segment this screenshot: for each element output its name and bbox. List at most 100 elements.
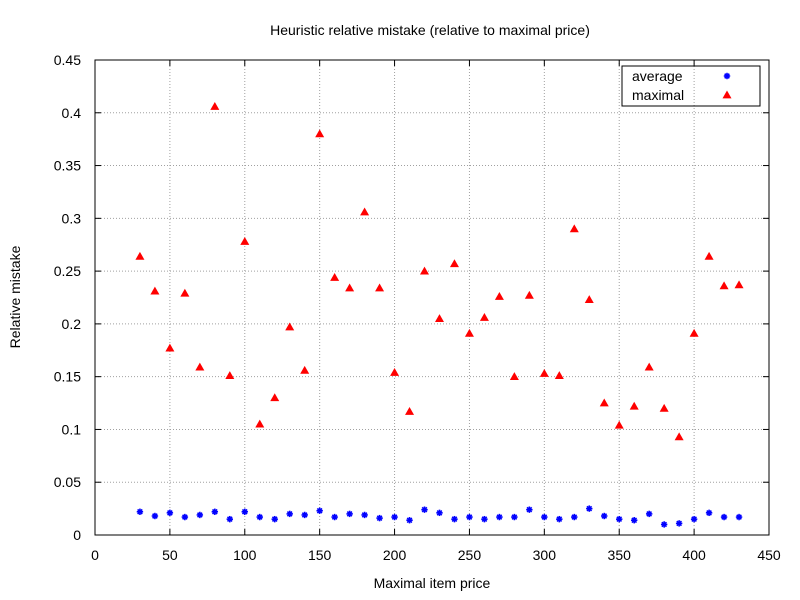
point-maximal xyxy=(449,259,459,268)
point-maximal xyxy=(420,266,430,275)
point-maximal xyxy=(659,403,669,412)
axis-tick-labels: 0 50 100 150 200 250 300 350 400 450 0 0.05 0.1 0.15 0… xyxy=(54,52,781,563)
x-tick-label: 0 xyxy=(91,547,99,563)
series-average xyxy=(136,505,743,528)
point-maximal xyxy=(345,283,355,292)
point-average xyxy=(241,508,248,515)
legend-label-maximal: maximal xyxy=(632,87,684,103)
point-maximal xyxy=(210,101,220,110)
legend-markers xyxy=(722,72,732,99)
x-tick-label: 450 xyxy=(757,547,781,563)
axis-ticks xyxy=(94,59,770,536)
y-axis-label: Relative mistake xyxy=(7,245,23,348)
point-average xyxy=(376,514,383,522)
point-maximal xyxy=(375,283,385,292)
y-tick-label: 0.35 xyxy=(54,158,81,174)
point-average xyxy=(361,511,368,519)
point-maximal xyxy=(524,290,534,299)
point-maximal xyxy=(704,251,714,260)
point-maximal xyxy=(434,314,444,322)
legend-marker-maximal xyxy=(722,90,732,99)
point-maximal xyxy=(270,393,280,402)
point-maximal xyxy=(360,207,370,216)
point-maximal xyxy=(195,362,205,371)
x-tick-label: 250 xyxy=(458,547,482,563)
point-maximal xyxy=(330,272,340,281)
point-average xyxy=(601,512,608,520)
chart-title: Heuristic relative mistake (relative to … xyxy=(270,22,590,38)
point-average xyxy=(645,510,653,518)
point-maximal xyxy=(390,367,400,376)
point-maximal xyxy=(629,401,639,410)
point-average xyxy=(556,515,563,523)
point-average xyxy=(481,515,488,523)
point-maximal xyxy=(584,295,594,303)
point-average xyxy=(151,512,159,520)
y-tick-label: 0.25 xyxy=(54,263,81,279)
point-average xyxy=(496,513,503,521)
y-tick-label: 0.05 xyxy=(54,474,81,490)
point-average xyxy=(286,510,293,518)
point-maximal xyxy=(689,328,699,337)
point-average xyxy=(271,515,278,523)
point-maximal xyxy=(315,129,325,138)
x-tick-label: 50 xyxy=(162,547,178,563)
y-tick-label: 0.1 xyxy=(62,421,82,437)
plot-frame xyxy=(94,59,770,536)
y-tick-label: 0.4 xyxy=(62,105,82,121)
data-points xyxy=(135,101,744,528)
point-maximal xyxy=(614,420,624,429)
point-maximal xyxy=(405,407,415,415)
point-maximal xyxy=(464,328,474,337)
point-maximal xyxy=(674,432,684,441)
point-maximal xyxy=(734,280,744,289)
x-axis-label: Maximal item price xyxy=(374,575,491,591)
x-tick-label: 150 xyxy=(308,547,332,563)
x-tick-label: 100 xyxy=(233,547,257,563)
point-maximal xyxy=(554,371,564,379)
point-average xyxy=(735,513,743,521)
point-average xyxy=(690,515,698,523)
grid-lines xyxy=(95,60,769,535)
point-maximal xyxy=(180,288,190,297)
point-average xyxy=(211,508,219,515)
point-maximal xyxy=(539,369,549,377)
legend-box xyxy=(621,65,761,107)
x-tick-label: 400 xyxy=(682,547,706,563)
point-average xyxy=(526,506,533,513)
point-average xyxy=(406,517,413,524)
legend: average maximal xyxy=(621,65,761,107)
point-average xyxy=(451,515,458,523)
point-maximal xyxy=(494,291,504,300)
point-maximal xyxy=(479,313,489,321)
point-average xyxy=(466,513,473,521)
point-average xyxy=(331,513,338,521)
point-average xyxy=(301,511,308,519)
point-maximal xyxy=(255,419,265,428)
point-average xyxy=(675,520,683,527)
point-average xyxy=(166,509,174,517)
y-tick-label: 0.15 xyxy=(54,369,81,385)
point-average xyxy=(196,511,204,519)
point-maximal xyxy=(719,281,729,290)
point-average xyxy=(226,515,233,523)
point-maximal xyxy=(599,398,609,407)
point-average xyxy=(705,509,713,517)
y-tick-label: 0 xyxy=(73,527,81,543)
point-average xyxy=(181,513,189,521)
point-average xyxy=(571,513,578,521)
point-average xyxy=(346,510,353,518)
legend-label-average: average xyxy=(632,68,683,84)
x-tick-label: 350 xyxy=(608,547,632,563)
point-maximal xyxy=(509,372,519,381)
point-maximal xyxy=(285,322,295,331)
point-average xyxy=(631,517,638,524)
point-average xyxy=(511,513,518,521)
x-tick-label: 300 xyxy=(533,547,557,563)
point-maximal xyxy=(569,224,579,233)
point-maximal xyxy=(644,362,654,371)
x-tick-label: 200 xyxy=(383,547,407,563)
point-average xyxy=(421,506,428,513)
point-average xyxy=(136,508,144,515)
